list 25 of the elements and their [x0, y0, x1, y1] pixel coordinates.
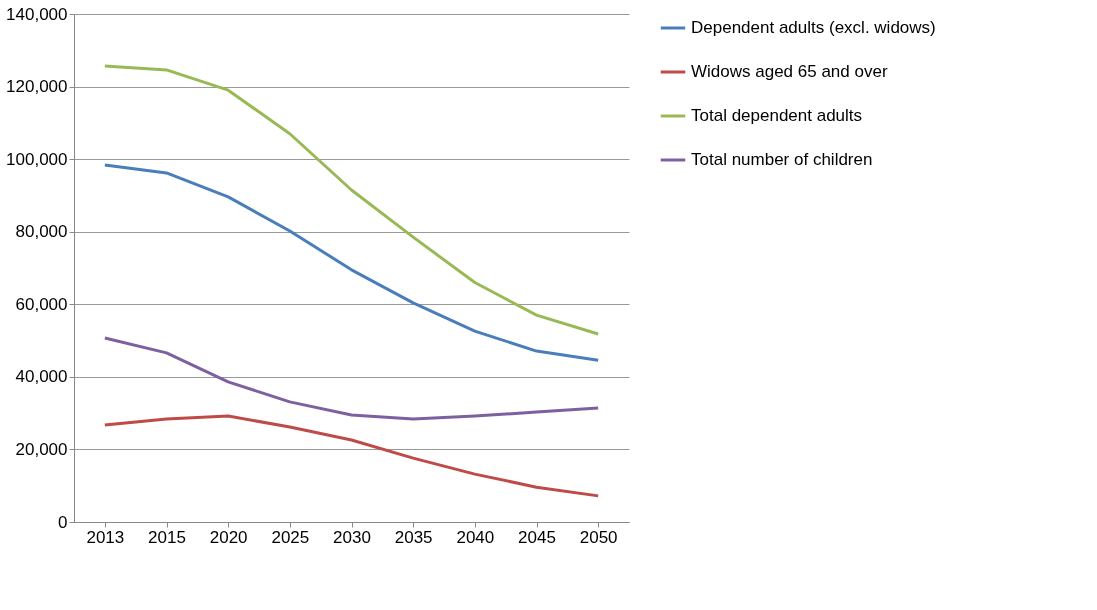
- x-tick-label: 2035: [394, 527, 433, 547]
- x-tick-label: 2013: [86, 527, 125, 547]
- line-series: [103, 414, 600, 498]
- line-series: [103, 336, 600, 421]
- line-series: [103, 163, 600, 362]
- y-tick-label: 0: [58, 512, 68, 532]
- line-series: [103, 64, 600, 336]
- legend-label: Total number of children: [691, 150, 873, 169]
- y-tick-label: 20,000: [15, 439, 68, 459]
- x-tick-label: 2030: [333, 527, 371, 547]
- legend-label: Dependent adults (excl. widows): [691, 18, 936, 37]
- y-tick-label: 60,000: [15, 294, 68, 314]
- legend-label: Widows aged 65 and over: [691, 62, 888, 81]
- x-tick-label: 2015: [148, 527, 186, 547]
- x-tick-label: 2045: [518, 527, 556, 547]
- y-tick-label: 100,000: [6, 149, 68, 169]
- x-tick-label: 2025: [271, 527, 310, 547]
- x-tick-label: 2040: [456, 527, 495, 547]
- y-tick-label: 80,000: [15, 222, 68, 242]
- y-tick-label: 120,000: [6, 77, 68, 97]
- x-tick-label: 2050: [579, 527, 618, 547]
- y-tick-label: 40,000: [15, 367, 68, 387]
- x-tick-label: 2020: [209, 527, 248, 547]
- legend-label: Total dependent adults: [691, 106, 863, 125]
- y-tick-label: 140,000: [6, 4, 68, 24]
